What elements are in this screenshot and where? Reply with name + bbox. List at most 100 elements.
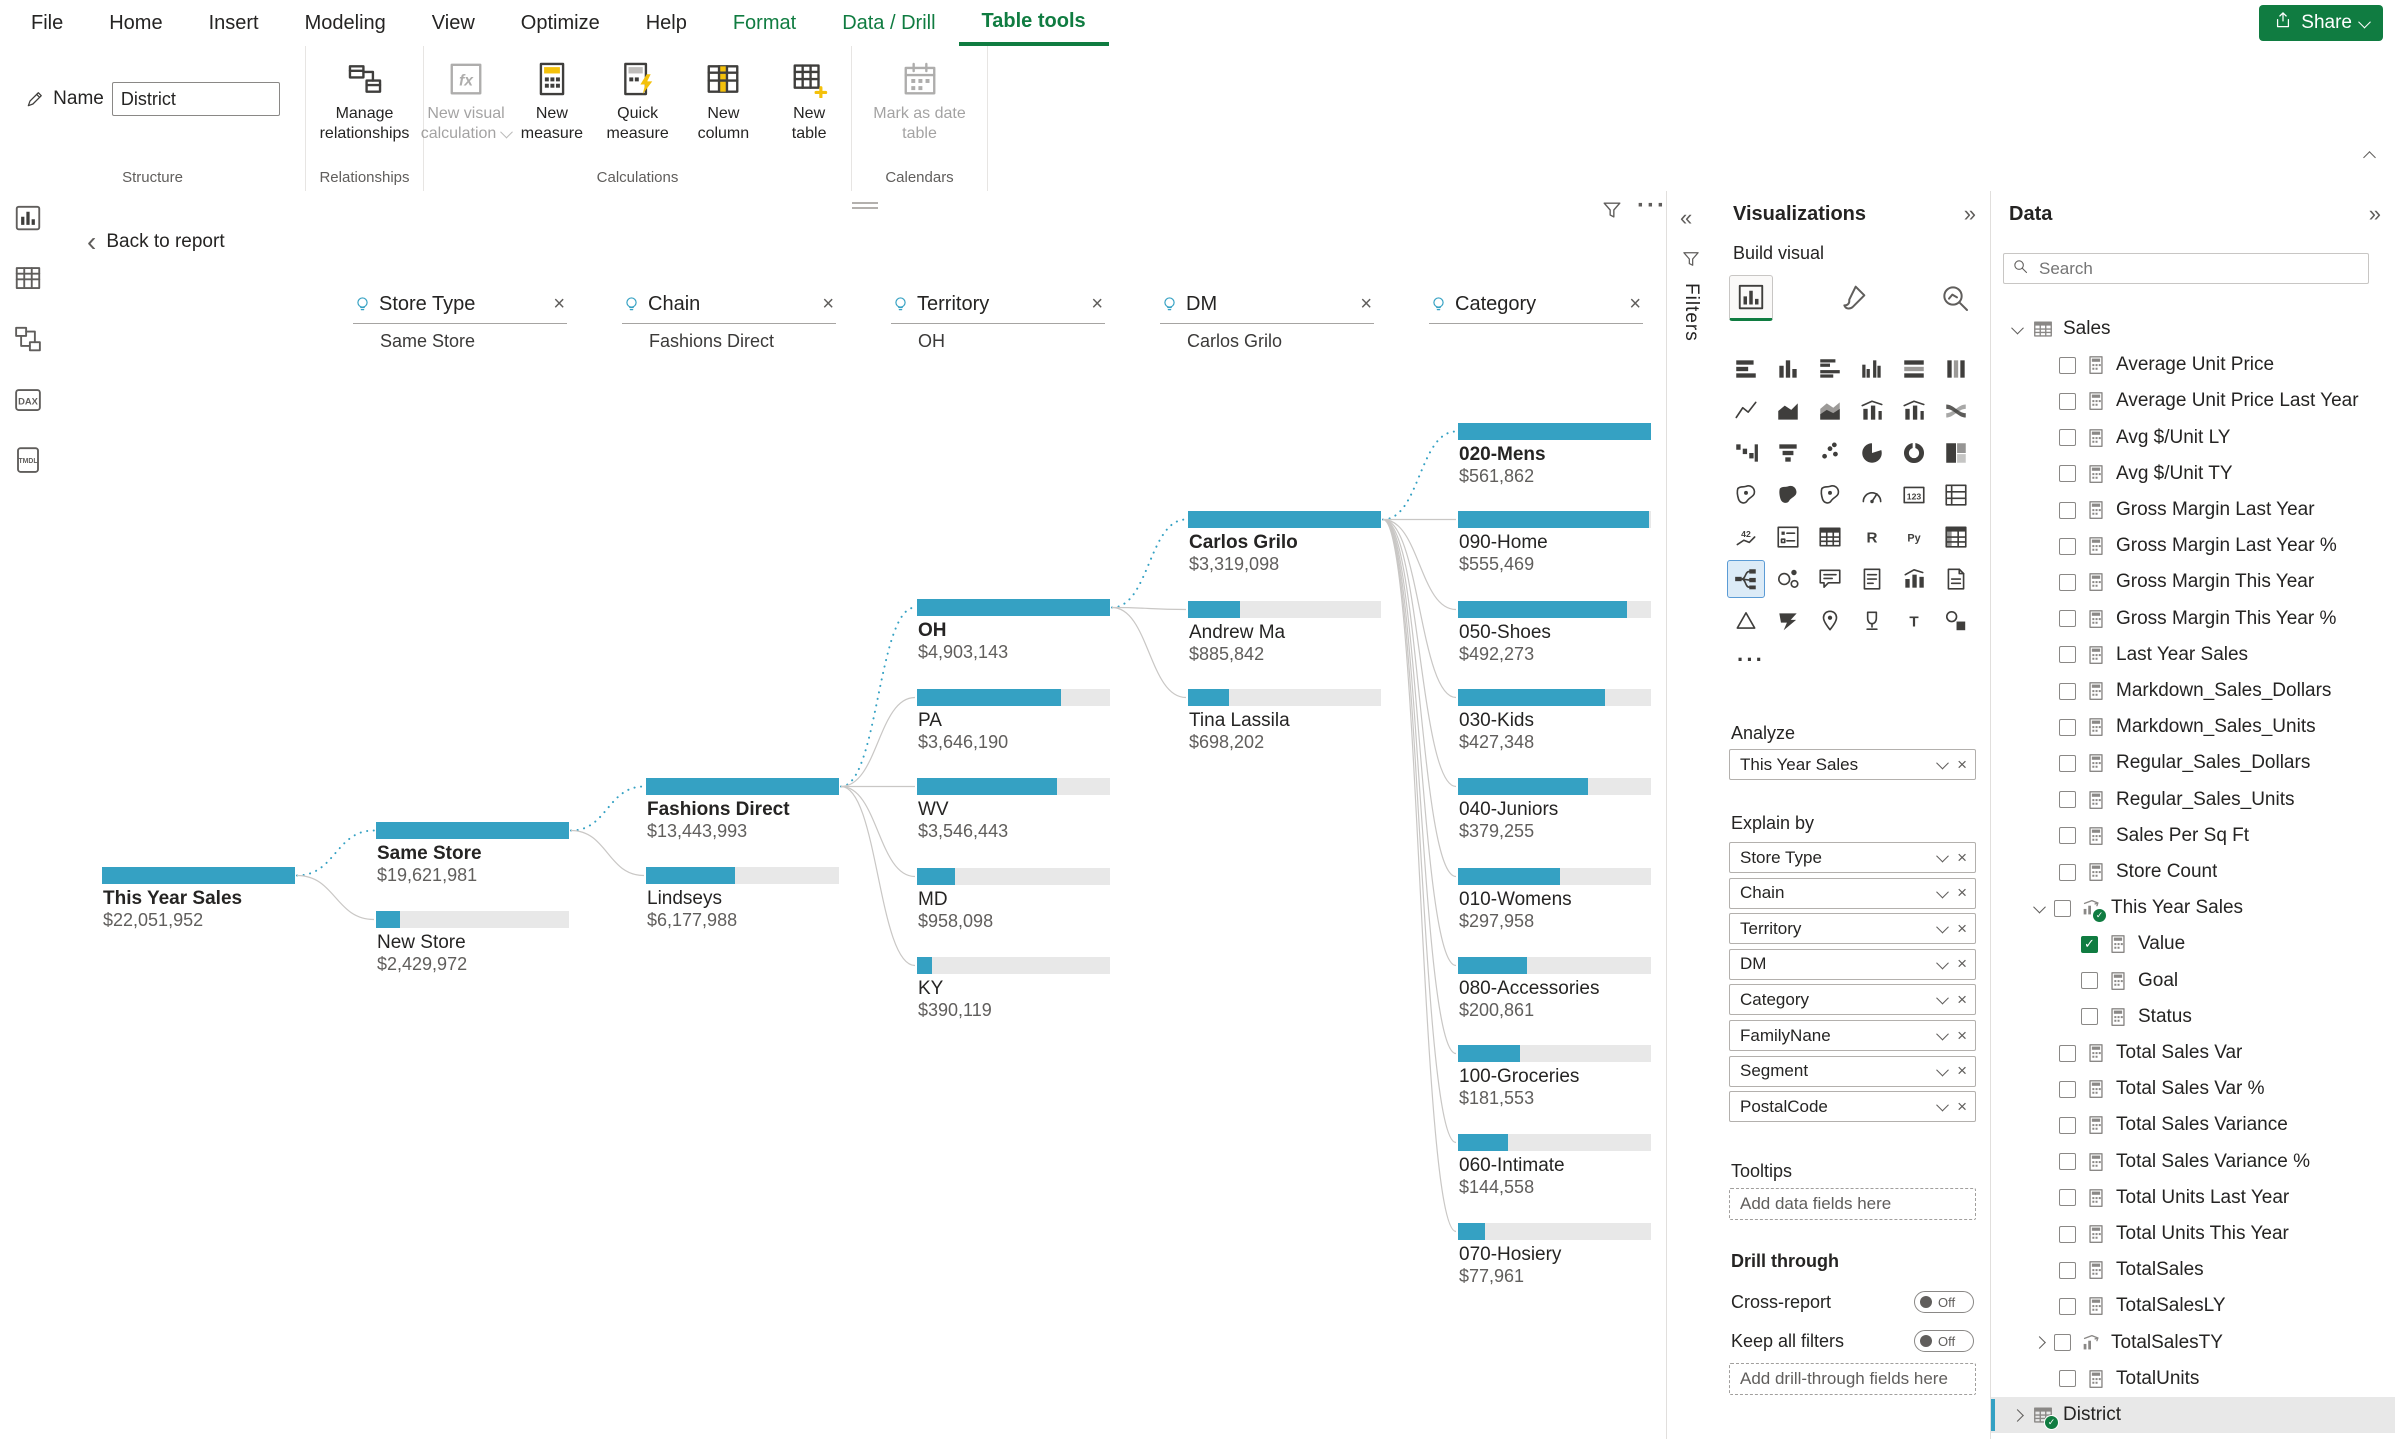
- visual-filter-icon[interactable]: [1601, 199, 1623, 221]
- field-row-markdown-sales-units[interactable]: Markdown_Sales_Units: [1991, 709, 2395, 745]
- explain-field-pill-category[interactable]: Category ×: [1729, 984, 1976, 1016]
- tooltips-well[interactable]: Add data fields here: [1729, 1188, 1976, 1220]
- drill-through-well[interactable]: Add drill-through fields here: [1729, 1363, 1976, 1395]
- field-row-average-unit-price-last-year[interactable]: Average Unit Price Last Year: [1991, 383, 2395, 419]
- field-row-total-sales-var[interactable]: Total Sales Var %: [1991, 1071, 2395, 1107]
- explain-field-pill-postalcode[interactable]: PostalCode ×: [1729, 1091, 1976, 1123]
- pill-remove-icon[interactable]: ×: [1957, 954, 1967, 974]
- slicer-icon[interactable]: [1769, 518, 1807, 556]
- visual-drag-handle[interactable]: [852, 199, 878, 212]
- area-chart-icon[interactable]: [1769, 392, 1807, 430]
- 100-stacked-column-chart-icon[interactable]: [1937, 350, 1975, 388]
- smart-narrative-icon[interactable]: [1853, 560, 1891, 598]
- field-checkbox[interactable]: [2059, 465, 2076, 483]
- chevron-right-icon[interactable]: [2032, 1336, 2046, 1349]
- menu-table-tools[interactable]: Table tools: [958, 0, 1109, 46]
- pill-remove-icon[interactable]: ×: [1957, 1096, 1967, 1116]
- field-checkbox[interactable]: [2059, 682, 2076, 700]
- filled-map-icon[interactable]: [1769, 476, 1807, 514]
- menu-home[interactable]: Home: [109, 11, 163, 34]
- explain-field-pill-territory[interactable]: Territory ×: [1729, 913, 1976, 945]
- pill-dropdown-icon[interactable]: [1936, 992, 1949, 1005]
- field-row-value[interactable]: ✓ Value: [1991, 926, 2395, 962]
- field-checkbox[interactable]: [2059, 573, 2076, 591]
- tree-node-bar-wv[interactable]: [917, 778, 1110, 795]
- field-row-totalsales[interactable]: TotalSales: [1991, 1252, 2395, 1288]
- scorecard-icon[interactable]: [1853, 602, 1891, 640]
- field-row-total-sales-variance[interactable]: Total Sales Variance %: [1991, 1144, 2395, 1180]
- collapse-ribbon-icon[interactable]: [2359, 147, 2379, 167]
- field-checkbox[interactable]: [2059, 754, 2076, 772]
- field-checkbox[interactable]: [2059, 1225, 2076, 1243]
- explain-field-pill-store-type[interactable]: Store Type ×: [1729, 842, 1976, 873]
- line-and-stacked-column-chart-icon[interactable]: [1853, 392, 1891, 430]
- field-row-last-year-sales[interactable]: Last Year Sales: [1991, 637, 2395, 673]
- field-checkbox[interactable]: [2059, 1261, 2076, 1279]
- new-measure-button[interactable]: New measure: [510, 56, 594, 144]
- tree-node-bar-same-store[interactable]: [376, 822, 569, 839]
- data-search-box[interactable]: [2003, 253, 2369, 284]
- menu-data-drill[interactable]: Data / Drill: [842, 11, 936, 34]
- pill-dropdown-icon[interactable]: [1936, 885, 1949, 899]
- pill-dropdown-icon[interactable]: [1936, 1027, 1949, 1041]
- field-checkbox[interactable]: [2081, 972, 2098, 990]
- menu-view[interactable]: View: [431, 11, 475, 34]
- analytics-tab[interactable]: [1933, 275, 1977, 321]
- pill-remove-icon[interactable]: ×: [1957, 1061, 1967, 1081]
- pill-remove-icon[interactable]: ×: [1957, 918, 1967, 938]
- remove-level-icon[interactable]: ×: [553, 293, 565, 315]
- keep-all-filters-toggle[interactable]: Off: [1914, 1330, 1974, 1352]
- field-row-total-sales-var[interactable]: Total Sales Var: [1991, 1035, 2395, 1071]
- field-row-totalsalesly[interactable]: TotalSalesLY: [1991, 1288, 2395, 1324]
- explain-field-pill-familynane[interactable]: FamilyNane ×: [1729, 1020, 1976, 1051]
- line-chart-icon[interactable]: [1727, 392, 1765, 430]
- map-icon[interactable]: [1727, 476, 1765, 514]
- dax-query-view-icon[interactable]: DAX: [11, 383, 45, 417]
- table-row-district[interactable]: ✓ District: [1991, 1397, 2395, 1433]
- arcgis-map-icon[interactable]: [1811, 602, 1849, 640]
- azure-map-icon[interactable]: [1811, 476, 1849, 514]
- tree-node-bar-100-groceries[interactable]: [1458, 1045, 1651, 1062]
- stacked-bar-chart-icon[interactable]: [1727, 350, 1765, 388]
- 100-stacked-bar-chart-icon[interactable]: [1895, 350, 1933, 388]
- remove-level-icon[interactable]: ×: [1629, 293, 1641, 315]
- pill-dropdown-icon[interactable]: [1936, 849, 1949, 863]
- pill-dropdown-icon[interactable]: [1936, 956, 1949, 970]
- field-checkbox[interactable]: [2059, 392, 2076, 410]
- menu-format[interactable]: Format: [732, 11, 797, 34]
- manage-relationships-button[interactable]: Manage relationships: [320, 56, 409, 144]
- tree-node-bar-070-hosiery[interactable]: [1458, 1223, 1651, 1240]
- field-checkbox[interactable]: [2054, 899, 2071, 917]
- pill-remove-icon[interactable]: ×: [1957, 754, 1967, 774]
- pill-remove-icon[interactable]: ×: [1957, 883, 1967, 903]
- share-button[interactable]: Share: [2259, 5, 2383, 41]
- field-checkbox[interactable]: [2059, 501, 2076, 519]
- stacked-area-chart-icon[interactable]: [1811, 392, 1849, 430]
- field-checkbox[interactable]: [2059, 863, 2076, 881]
- tree-node-bar-md[interactable]: [917, 868, 1110, 885]
- power-automate-icon[interactable]: [1769, 602, 1807, 640]
- field-row-gross-margin-this-year[interactable]: Gross Margin This Year %: [1991, 601, 2395, 637]
- pie-chart-icon[interactable]: [1853, 434, 1891, 472]
- tree-node-bar-010-womens[interactable]: [1458, 868, 1651, 885]
- new-column-button[interactable]: New column: [682, 56, 766, 144]
- field-checkbox[interactable]: [2059, 429, 2076, 447]
- field-row-store-count[interactable]: Store Count: [1991, 854, 2395, 890]
- field-checkbox[interactable]: [2059, 1116, 2076, 1134]
- remove-level-icon[interactable]: ×: [1360, 293, 1372, 315]
- tree-node-bar-050-shoes[interactable]: [1458, 601, 1651, 618]
- field-row-average-unit-price[interactable]: Average Unit Price: [1991, 347, 2395, 383]
- field-row-totalsalesty[interactable]: TotalSalesTY: [1991, 1325, 2395, 1361]
- field-row-avg-unit-ty[interactable]: Avg $/Unit TY: [1991, 456, 2395, 492]
- chevron-down-icon[interactable]: [2032, 900, 2046, 914]
- field-checkbox[interactable]: [2059, 646, 2076, 664]
- tree-node-bar-020-mens[interactable]: [1458, 423, 1651, 440]
- field-checkbox[interactable]: [2059, 537, 2076, 555]
- field-row-regular-sales-dollars[interactable]: Regular_Sales_Dollars: [1991, 745, 2395, 781]
- tree-node-bar-pa[interactable]: [917, 689, 1110, 706]
- search-input[interactable]: [2037, 257, 2360, 280]
- tree-node-bar-040-juniors[interactable]: [1458, 778, 1651, 795]
- card-icon[interactable]: 123: [1895, 476, 1933, 514]
- table-row-sales[interactable]: Sales: [1991, 311, 2395, 347]
- pill-remove-icon[interactable]: ×: [1957, 1025, 1967, 1045]
